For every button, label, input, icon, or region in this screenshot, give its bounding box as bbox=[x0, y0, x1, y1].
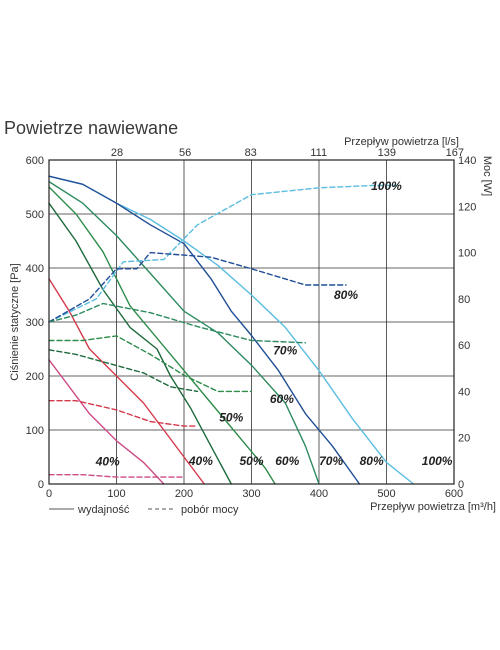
curve-label: 60% bbox=[275, 454, 299, 468]
y2-tick-label: 120 bbox=[458, 201, 476, 213]
y2-tick-label: 20 bbox=[458, 433, 470, 445]
y-tick-label: 500 bbox=[26, 209, 44, 221]
y2-tick-label: 80 bbox=[458, 294, 470, 306]
x2-tick-label: 111 bbox=[310, 147, 327, 159]
x-axis-title: Przepływ powietrza [m³/h] bbox=[370, 501, 496, 513]
pressure-curve bbox=[48, 359, 165, 485]
power-curve bbox=[48, 251, 347, 323]
x-tick-label: 500 bbox=[377, 488, 395, 500]
x-tick-label: 100 bbox=[107, 488, 125, 500]
y-tick-label: 0 bbox=[38, 479, 44, 491]
power-curve bbox=[48, 302, 307, 344]
curve-label: 50% bbox=[219, 411, 243, 425]
power-curve bbox=[48, 474, 185, 478]
y-axis-title: Ciśnienie statyczne [Pa] bbox=[9, 263, 21, 380]
curve-label: 100% bbox=[422, 454, 453, 468]
plot-frame bbox=[48, 159, 455, 485]
x2-tick-label: 83 bbox=[245, 147, 257, 159]
x-tick-label: 300 bbox=[242, 488, 260, 500]
x-tick-label: 0 bbox=[46, 488, 52, 500]
page-title: Powietrze nawiewane bbox=[4, 118, 179, 138]
y-tick-label: 300 bbox=[26, 317, 44, 329]
y2-tick-label: 140 bbox=[458, 155, 476, 167]
curve-label: 80% bbox=[334, 288, 358, 302]
x2-tick-label: 167 bbox=[446, 147, 464, 159]
x-tick-label: 400 bbox=[310, 488, 328, 500]
y2-tick-label: 60 bbox=[458, 340, 470, 352]
curve-labels: 100% 80% 70% 60% 50% 40% 100% 80% 70% 60% 50% 40% bbox=[95, 179, 453, 468]
x2-tick-label: 28 bbox=[111, 147, 123, 159]
x2-axis-title: Przepływ powietrza [l/s] bbox=[344, 136, 459, 148]
y-tick-label: 100 bbox=[26, 425, 44, 437]
legend: wydajność pobór mocy bbox=[49, 504, 239, 516]
power-curve bbox=[48, 184, 398, 323]
x2-tick-label: 139 bbox=[378, 147, 396, 159]
pressure-curve bbox=[48, 180, 320, 485]
curve-label: 80% bbox=[360, 454, 384, 468]
curve-label: 60% bbox=[270, 392, 294, 406]
curve-label: 50% bbox=[239, 454, 263, 468]
tick-labels: 0 100 200 300 400 500 600010020030040050060002… bbox=[26, 147, 477, 500]
x-tick-label: 200 bbox=[175, 488, 193, 500]
y2-axis-title: Moc [W] bbox=[481, 156, 493, 196]
y2-tick-label: 40 bbox=[458, 386, 470, 398]
curve-label: 100% bbox=[371, 179, 402, 193]
pressure-curve bbox=[48, 175, 361, 485]
curves bbox=[48, 175, 415, 485]
legend-label-wydajnosc: wydajność bbox=[77, 504, 130, 516]
y2-tick-label: 0 bbox=[458, 479, 464, 491]
power-curve bbox=[48, 335, 253, 393]
power-curve bbox=[48, 349, 199, 393]
x-tick-label: 600 bbox=[445, 488, 463, 500]
y2-tick-label: 100 bbox=[458, 248, 476, 260]
y-tick-label: 600 bbox=[26, 155, 44, 167]
pressure-curve bbox=[48, 202, 232, 485]
grid-lines bbox=[49, 160, 454, 484]
pressure-curve bbox=[48, 186, 276, 485]
curve-label: 40% bbox=[95, 454, 120, 468]
power-curve bbox=[48, 400, 199, 427]
curve-label: 70% bbox=[273, 343, 297, 357]
x2-tick-label: 56 bbox=[179, 147, 191, 159]
curve-label: 40% bbox=[188, 454, 213, 468]
curve-label: 70% bbox=[319, 454, 343, 468]
legend-label-pobor-mocy: pobór mocy bbox=[181, 504, 239, 516]
pressure-curve bbox=[48, 278, 205, 485]
y-tick-label: 400 bbox=[26, 263, 44, 275]
y-tick-label: 200 bbox=[26, 371, 44, 383]
